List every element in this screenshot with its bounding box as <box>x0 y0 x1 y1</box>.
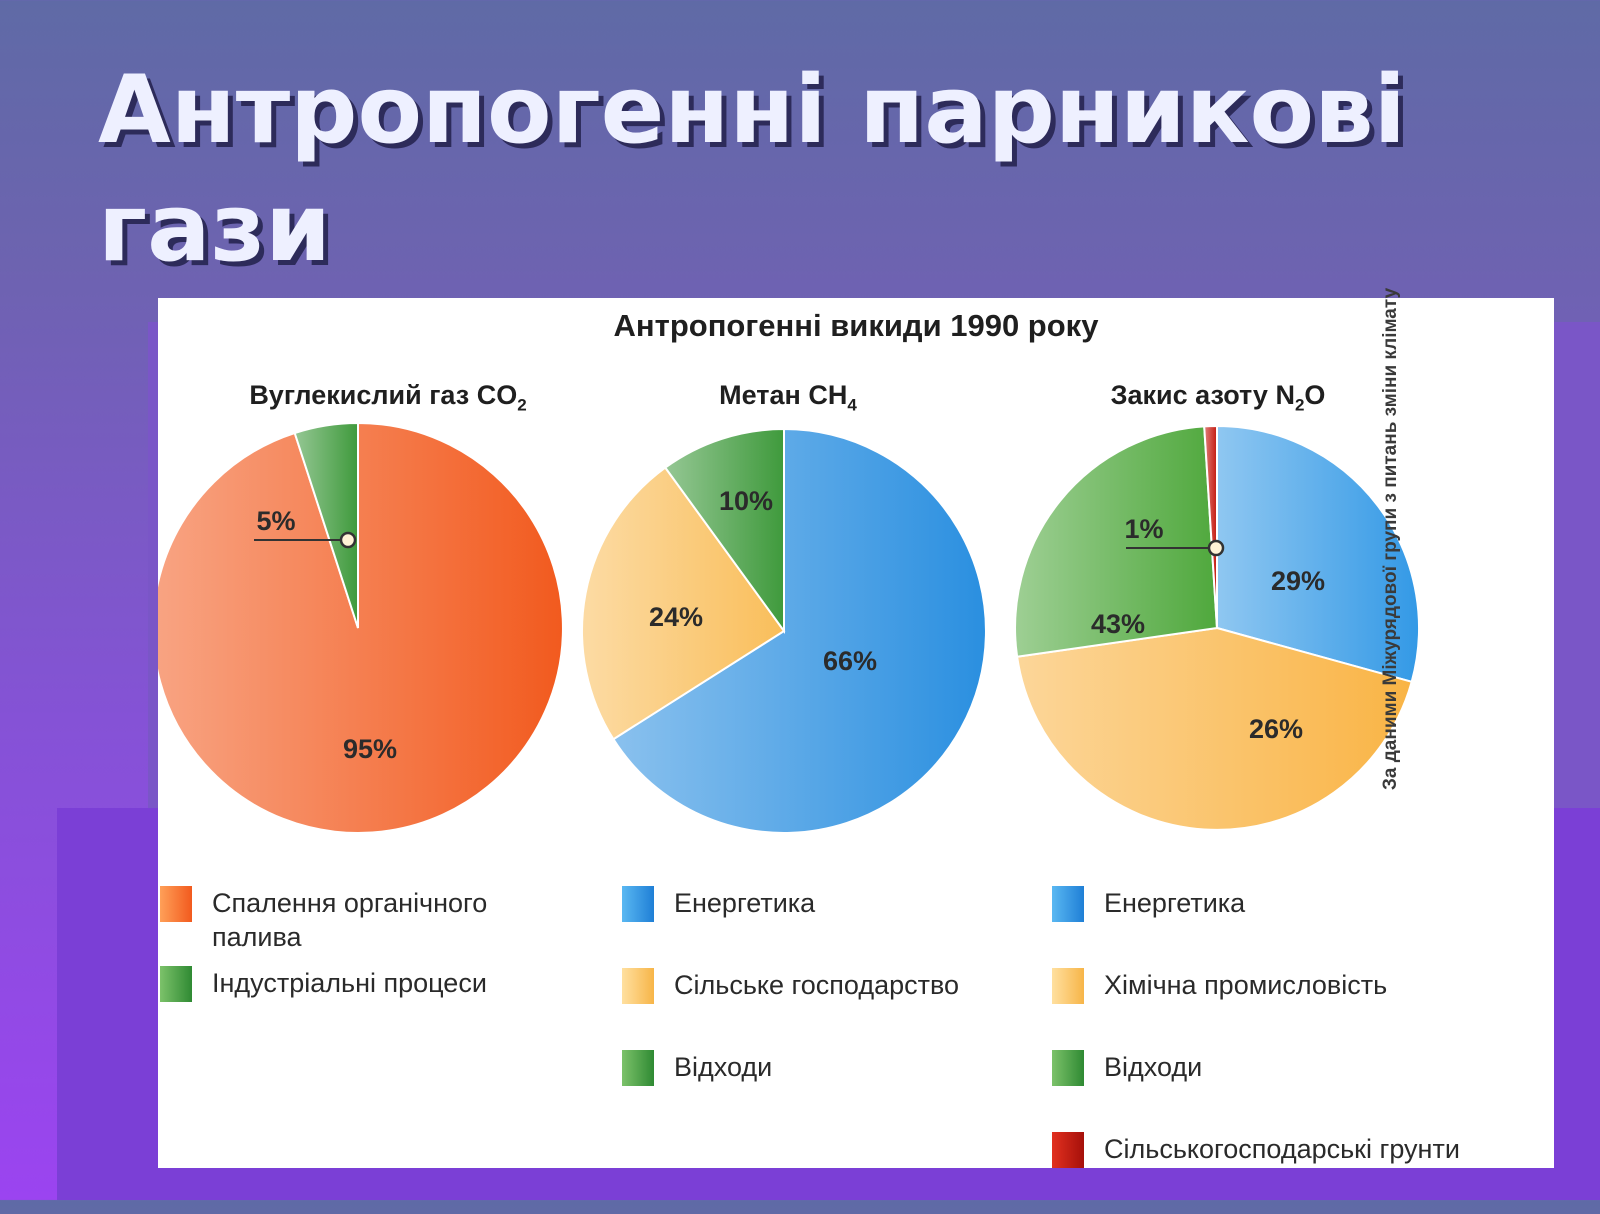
n2o-pie-title: Закис азоту N2O <box>1110 380 1326 415</box>
legend-item-fossil-fuel: Спалення органічного палива <box>160 886 580 958</box>
legend-item-industrial: Індустріальні процеси <box>160 966 580 1002</box>
legend-item-waste: Відходи <box>1052 1050 1472 1086</box>
ch4-value-label-1: 66% <box>823 646 877 676</box>
legend-item-energy: Енергетика <box>622 886 1042 922</box>
legend-label: Енергетика <box>674 888 816 918</box>
n2o-pie: 29% 43% 26% 1% <box>1014 424 1420 831</box>
co2-pie-title: Вуглекислий газ CO2 <box>249 380 527 415</box>
source-note: За даними Міжурядової групи з питань змі… <box>1380 287 1401 790</box>
legend-item-agricultural-soils: Сільськогосподарські грунти <box>1052 1132 1472 1168</box>
legend-item-chemical-industry: Хімічна промисловість <box>1052 968 1472 1004</box>
legend-label: Сільськогосподарські грунти <box>1104 1134 1460 1164</box>
legend-swatch <box>160 886 192 922</box>
ch4-slice-2 <box>581 466 786 741</box>
legend-label: Спалення органічного палива <box>212 888 488 952</box>
co2-slice-1 <box>158 421 564 834</box>
n2o-leader-dot <box>1207 539 1225 557</box>
emissions-figure: Антропогенні викиди 1990 року Вуглекисли… <box>158 298 1554 1168</box>
legend-item-agriculture: Сільське господарство <box>622 968 1042 1004</box>
legend-label: Відходи <box>1104 1052 1203 1082</box>
ch4-value-label-2: 24% <box>649 602 703 632</box>
legend-swatch <box>1052 1132 1084 1168</box>
legend-swatch <box>622 968 654 1004</box>
ch4-pie: 66% 24% 10% <box>581 427 987 834</box>
n2o-slice-3 <box>1014 425 1219 658</box>
legend-swatch <box>1052 886 1084 922</box>
co2-legend: Спалення органічного палива Індустріальн… <box>160 886 580 1008</box>
legend-label: Індустріальні процеси <box>212 968 487 998</box>
legend-swatch <box>1052 968 1084 1004</box>
n2o-value-label-4: 1% <box>1124 514 1163 544</box>
ch4-pie-title: Метан CH4 <box>719 380 857 415</box>
legend-label: Сільське господарство <box>674 970 960 1000</box>
legend-swatch <box>622 886 654 922</box>
legend-label: Хімічна промисловість <box>1104 970 1388 1000</box>
legend-item-waste: Відходи <box>622 1050 1042 1086</box>
ch4-slice-3 <box>663 427 785 635</box>
ch4-legend: Енергетика Сільське господарство Відходи <box>622 886 1042 1132</box>
co2-value-label-2: 5% <box>256 506 295 536</box>
legend-swatch <box>1052 1050 1084 1086</box>
n2o-value-label-1: 29% <box>1271 566 1325 596</box>
ch4-value-label-3: 10% <box>719 486 773 516</box>
pie-charts: 95% 5% 66% 24% 10% 29% 43% 26% 1% <box>158 421 1420 834</box>
ch4-slice-1 <box>612 427 987 834</box>
legend-label: Відходи <box>674 1052 773 1082</box>
slide-title: Антропогенні парникові гази <box>98 56 1406 283</box>
n2o-value-label-2: 43% <box>1091 609 1145 639</box>
legend-swatch <box>622 1050 654 1086</box>
n2o-value-label-3: 26% <box>1249 714 1303 744</box>
n2o-slice-2 <box>1015 626 1413 831</box>
co2-slice-2 <box>293 421 359 629</box>
legend-item-energy: Енергетика <box>1052 886 1472 922</box>
n2o-slice-4 <box>1203 424 1218 629</box>
co2-leader-dot <box>339 531 357 549</box>
n2o-slice-1 <box>1216 424 1420 684</box>
figure-title: Антропогенні викиди 1990 року <box>613 308 1099 343</box>
co2-value-label-1: 95% <box>343 734 397 764</box>
legend-swatch <box>160 966 192 1002</box>
legend-label: Енергетика <box>1104 888 1246 918</box>
n2o-legend: Енергетика Хімічна промисловість Відходи… <box>1052 886 1472 1214</box>
co2-pie: 95% 5% <box>158 421 564 834</box>
